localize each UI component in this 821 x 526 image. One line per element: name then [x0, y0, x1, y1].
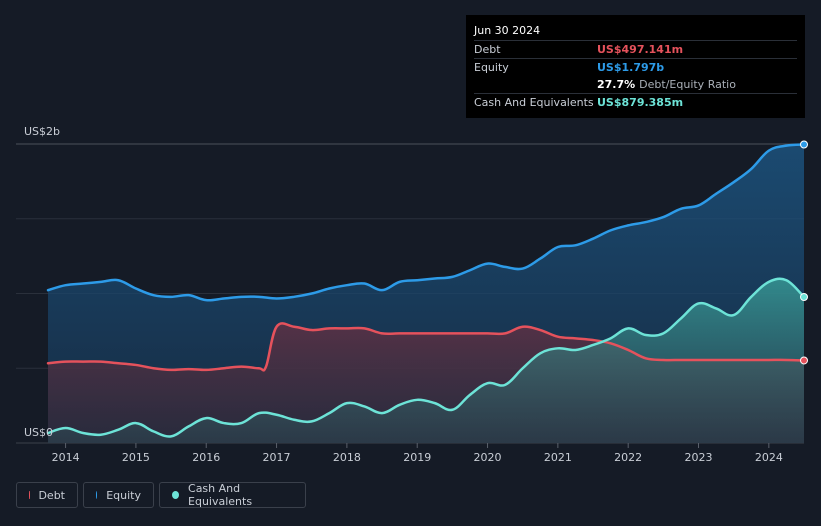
x-tick-label: 2017 [263, 451, 291, 464]
cash-area [48, 278, 804, 443]
legend-equity-label: Equity [106, 488, 141, 502]
cash-endpoint [800, 292, 808, 301]
chart-legend: Debt Equity Cash And Equivalents [16, 482, 306, 508]
x-tick-label: 2021 [544, 451, 572, 464]
x-tick-label: 2014 [52, 451, 80, 464]
debt-endpoint [800, 356, 808, 365]
tooltip-equity-label: Equity [474, 61, 509, 74]
tooltip-cash-row: Cash And Equivalents US$879.385m [474, 93, 797, 111]
equity-line [46, 143, 806, 302]
x-tick-label: 2022 [614, 451, 642, 464]
series-endpoints [800, 140, 808, 365]
legend-cash[interactable]: Cash And Equivalents [159, 482, 306, 508]
tooltip-date: Jun 30 2024 [474, 24, 541, 37]
x-tick-label: 2016 [192, 451, 220, 464]
tooltip-debt-value: US$497.141m [597, 43, 684, 56]
cash-line [46, 277, 806, 438]
legend-debt-label: Debt [38, 488, 65, 502]
legend-cash-dot [172, 491, 180, 499]
debt-line [46, 322, 806, 372]
tooltip-debt-row: Debt US$497.141m [474, 40, 797, 58]
tooltip-equity-value: US$1.797b [597, 61, 665, 74]
x-tick-label: 2023 [685, 451, 713, 464]
x-tick-label: 2015 [122, 451, 150, 464]
tooltip-ratio-row: 27.7% Debt/Equity Ratio [474, 76, 797, 93]
tooltip-cash-value: US$879.385m [597, 96, 684, 109]
x-tick-label: 2020 [474, 451, 502, 464]
y-axis-ticks: US$0 US$2b [24, 125, 60, 439]
tooltip-ratio-label: Debt/Equity Ratio [639, 78, 736, 91]
legend-debt[interactable]: Debt [16, 482, 78, 508]
y-tick-label: US$0 [24, 426, 53, 439]
tooltip-equity-row: Equity US$1.797b [474, 58, 797, 76]
legend-equity-dot [96, 491, 98, 499]
legend-equity[interactable]: Equity [83, 482, 154, 508]
tooltip-panel: Jun 30 2024 Debt US$497.141m Equity US$1… [466, 15, 805, 118]
tooltip-debt-label: Debt [474, 43, 501, 56]
tooltip-ratio-spacer [474, 76, 597, 93]
x-axis-ticks: 2014 2015 2016 2017 2018 2019 2020 2021 2022 2023… [52, 443, 783, 464]
tooltip-ratio-value: 27.7% [597, 78, 636, 91]
y-tick-label: US$2b [24, 125, 60, 138]
legend-cash-label: Cash And Equivalents [188, 482, 253, 508]
x-tick-label: 2018 [333, 451, 361, 464]
x-tick-label: 2019 [403, 451, 431, 464]
series-lines [46, 143, 806, 438]
tooltip-cash-label: Cash And Equivalents [474, 96, 594, 109]
series-areas [48, 144, 804, 443]
equity-endpoint [800, 140, 808, 149]
x-tick-label: 2024 [755, 451, 783, 464]
